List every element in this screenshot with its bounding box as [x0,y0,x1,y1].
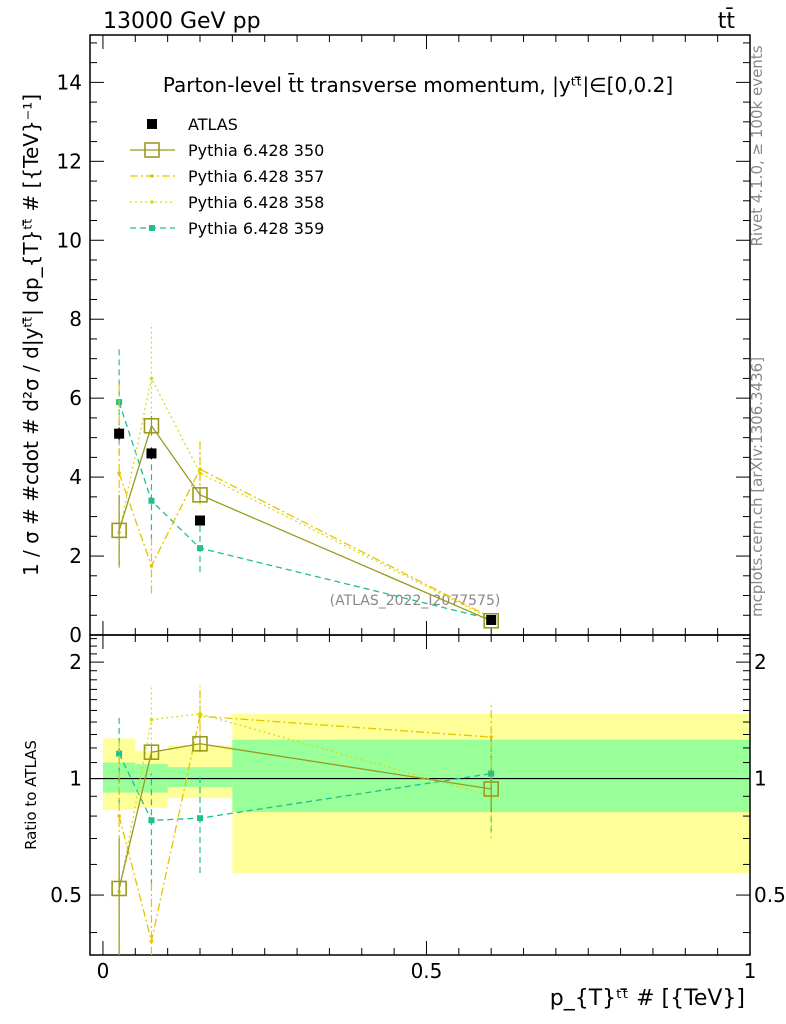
legend-marker [149,225,155,231]
main-series-line [118,468,492,619]
ratio-plot-frame [89,634,751,956]
legend-label: ATLAS [188,115,238,134]
legend-entry-3: Pythia 6.428 357 [130,167,324,186]
main-point [149,564,154,568]
atlas-data-points [114,427,497,625]
main-series-2 [117,378,493,621]
main-y-axis-label: 1 / σ # #cdot # d²σ / d|yᵗᵗ̄| dp_{T}ᵗᵗ̄ … [19,94,43,576]
main-series-layer [111,323,499,629]
legend-label: Pythia 6.428 357 [188,167,324,186]
legend-entry-4: Pythia 6.428 358 [130,193,324,212]
main-point [111,522,127,539]
atlas-point [486,615,497,625]
x-axis-label: p_{T}ᵗᵗ̄ # [{TeV}] [550,986,745,1011]
main-y-tick-label: 8 [69,307,82,331]
main-series-line [118,376,492,620]
atlas-point [114,428,125,439]
ratio-point [143,744,160,760]
main-series-line [118,424,492,622]
x-tick-label: 1 [744,959,757,983]
header-left: 13000 GeV pp [103,9,261,34]
ratio-point [192,735,208,752]
main-point [483,612,499,629]
ratio-y-tick-label-right: 2 [754,650,767,674]
ratio-y-tick-label: 2 [69,650,82,674]
atlas-point [195,515,205,526]
ratio-point [149,717,154,722]
legend-label: Pythia 6.428 358 [188,193,324,212]
ratio-series-layer [111,682,499,955]
legend-marker [144,142,160,158]
legend-label: Pythia 6.428 350 [188,141,324,160]
plot-title: Parton-level t̄t transverse momentum, |y… [163,72,673,97]
legend-entry-5: Pythia 6.428 359 [130,219,324,238]
main-point [192,487,208,503]
ratio-series-1 [111,735,499,955]
rivet-version-text: Rivet 4.1.0, ≥ 100k events [748,45,766,246]
main-y-tick-label: 6 [69,386,82,410]
main-series-3 [117,323,493,622]
legend-marker-atlas [147,119,157,129]
legend-marker [150,174,154,178]
legend-marker [150,200,154,204]
mcplots-credit-text: mcplots.cern.ch [arXiv:1306.3436] [748,357,766,617]
x-tick-label: 0.5 [411,959,443,983]
legend-entry-1: ATLAS [147,115,238,134]
main-series-1 [111,415,499,629]
ratio-point [483,781,499,797]
legend: ATLAS Pythia 6.428 350 Pythia 6.428 357 Pyt… [130,115,324,238]
ratio-y-tick-label: 0.5 [50,883,82,907]
ratio-y-tick-label-right: 0.5 [754,883,786,907]
ratio-point [117,814,121,818]
atlas-point [146,448,157,459]
main-y-tick-label: 2 [69,544,82,568]
x-tick-label: 0 [97,959,110,983]
main-y-tick-label: 14 [57,70,82,94]
main-point [197,545,203,552]
main-y-tick-label: 0 [69,623,82,647]
main-point [148,497,155,504]
ratio-point [148,817,155,824]
ratio-point [197,815,203,822]
header-right: tt̄ [718,8,736,34]
ratio-series-line [118,743,492,889]
ratio-series-line [118,715,492,942]
ratio-y-axis-label: Ratio to ATLAS [22,740,40,850]
ratio-point [489,735,493,739]
legend-label: Pythia 6.428 359 [188,219,324,238]
main-point [198,467,202,472]
legend-entry-2: Pythia 6.428 350 [130,141,324,160]
main-point [143,417,160,434]
ratio-point [198,714,202,718]
main-y-tick-label: 10 [57,228,82,252]
main-y-tick-label: 12 [57,149,82,173]
ratio-axis-ticks: 0 0.5 1 0.5 0.5 1 1 2 2 [50,635,786,983]
ratio-y-tick-label: 1 [69,767,82,791]
ratio-series-line [118,713,492,892]
main-series-4 [116,348,495,623]
main-y-tick-label: 4 [69,465,82,489]
ratio-point [116,750,123,757]
main-series-line [118,401,492,620]
main-axis-ticks: 0 2 4 6 8 10 12 14 [57,35,751,647]
ratio-point [149,939,154,943]
ratio-uncertainty-bands [90,713,751,874]
ratio-point [111,880,127,897]
main-point [117,471,121,475]
main-point [149,376,154,381]
ratio-y-tick-label-right: 1 [754,767,767,791]
